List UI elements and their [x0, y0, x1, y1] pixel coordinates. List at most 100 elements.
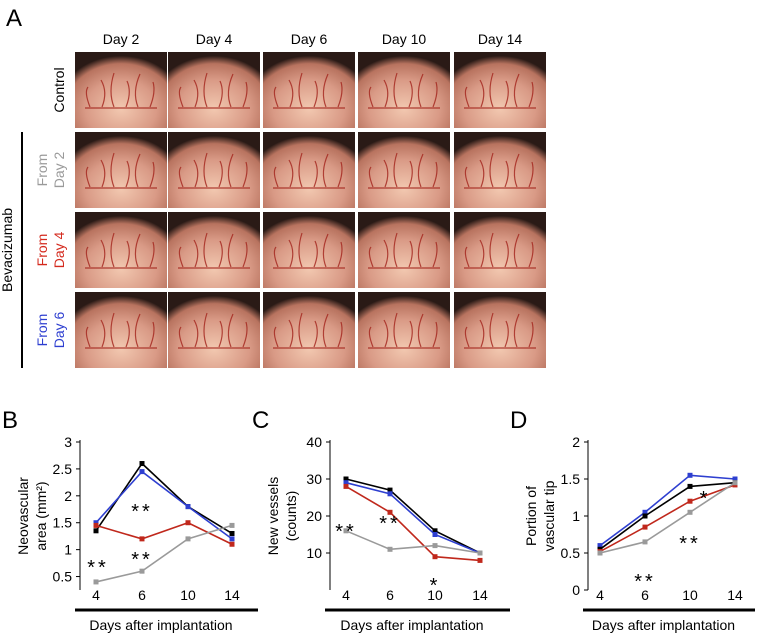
vessel [432, 321, 438, 348]
data-point [642, 524, 648, 530]
column-label: Day 4 [196, 31, 233, 47]
vessel [393, 232, 398, 268]
vessel [432, 241, 438, 268]
vessel [227, 313, 234, 348]
photo [168, 212, 260, 288]
vessel [417, 233, 424, 268]
y-axis-label: (counts) [283, 491, 299, 542]
vessel [149, 321, 155, 348]
photo [168, 52, 260, 128]
vessel [322, 313, 329, 348]
series-line [95, 470, 233, 540]
data-point [687, 472, 693, 478]
x-tick-label: 4 [596, 587, 604, 603]
panel-letter: B [2, 407, 18, 434]
data-point [229, 536, 235, 542]
y-axis-label: Neovascular [15, 477, 31, 555]
vessel [464, 326, 470, 348]
vessel [528, 321, 534, 348]
column-label: Day 6 [291, 31, 328, 47]
data-point [477, 550, 483, 556]
vessel [203, 312, 208, 348]
vessel [298, 312, 303, 348]
vessel [288, 239, 294, 268]
column-label: Day 10 [382, 31, 427, 47]
vessel [393, 72, 398, 108]
vessel [408, 80, 413, 108]
photo [75, 52, 167, 128]
vessel [489, 232, 494, 268]
data-point [343, 528, 349, 534]
data-point [732, 476, 738, 482]
vessel [203, 72, 208, 108]
vessel [273, 166, 279, 188]
y-axis-label: New vessels [265, 477, 281, 556]
vessel [528, 241, 534, 268]
y-tick-label: 10 [306, 545, 322, 561]
vessel [298, 232, 303, 268]
vessel [125, 160, 130, 188]
vessel [393, 312, 398, 348]
vessel [417, 73, 424, 108]
significance-mark: * [430, 575, 441, 597]
vessel [322, 153, 329, 188]
vessel [432, 81, 438, 108]
vessel [100, 159, 106, 188]
photo [263, 52, 355, 128]
vessel [110, 312, 115, 348]
vessel [110, 72, 115, 108]
data-point [387, 487, 393, 493]
data-point [477, 557, 483, 563]
vessel [337, 241, 343, 268]
vessel [313, 320, 318, 348]
vessel [134, 313, 141, 348]
vessel [504, 80, 509, 108]
data-point [343, 483, 349, 489]
data-point [93, 520, 99, 526]
row-label: Day 6 [51, 312, 67, 349]
photo [358, 132, 450, 208]
significance-mark: ** [335, 521, 357, 543]
vessel [313, 240, 318, 268]
photo [75, 212, 167, 288]
vessel [85, 326, 91, 348]
data-point [642, 509, 648, 515]
row-label: From [34, 314, 50, 347]
significance-mark: ** [131, 501, 153, 523]
vessel [273, 326, 279, 348]
vessel [125, 320, 130, 348]
significance-mark: ** [634, 571, 656, 593]
data-point [229, 522, 235, 528]
photo [168, 132, 260, 208]
vessel [513, 233, 520, 268]
vessel [100, 239, 106, 268]
data-point [139, 568, 145, 574]
vessel [193, 239, 199, 268]
significance-mark: ** [131, 549, 153, 571]
vessel [513, 73, 520, 108]
y-tick-label: 0.5 [561, 545, 581, 561]
data-point [687, 483, 693, 489]
vessel [383, 319, 389, 348]
row-label: From [34, 234, 50, 267]
vessel [489, 312, 494, 348]
data-point [139, 536, 145, 542]
vessel [178, 166, 184, 188]
vessel [408, 240, 413, 268]
x-tick-label: 6 [138, 587, 146, 603]
vessel [504, 160, 509, 188]
vessel [288, 79, 294, 108]
vessel [100, 79, 106, 108]
vessel [322, 73, 329, 108]
significance-mark: ** [87, 557, 109, 579]
data-point [93, 528, 99, 534]
y-tick-label: 2 [64, 488, 72, 504]
vessel [288, 319, 294, 348]
group-label: Bevacizumab [0, 208, 15, 292]
vessel [178, 246, 184, 268]
y-tick-label: 20 [306, 508, 322, 524]
vessel [85, 246, 91, 268]
photo [263, 212, 355, 288]
